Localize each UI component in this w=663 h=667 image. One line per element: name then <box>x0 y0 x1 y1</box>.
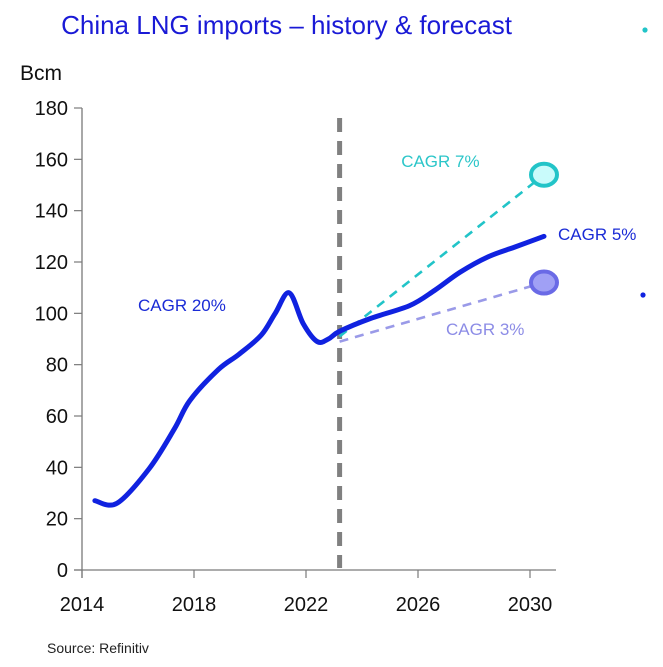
y-tick-label: 100 <box>35 303 68 325</box>
x-tick-label: 2014 <box>60 594 105 616</box>
source-note: Source: Refinitiv <box>47 640 149 656</box>
cagr-annotation: CAGR 20% <box>138 296 226 315</box>
cagr-annotation: CAGR 3% <box>446 320 524 339</box>
y-tick-label: 20 <box>46 509 68 531</box>
series-line-high-scenario <box>338 173 545 338</box>
cagr-annotation: CAGR 5% <box>558 225 636 244</box>
marker-low-2030 <box>529 269 559 296</box>
cagr-annotation: CAGR 7% <box>401 152 479 171</box>
x-tick-label: 2018 <box>172 594 217 616</box>
y-tick-label: 80 <box>46 355 68 377</box>
y-tick-label: 160 <box>35 149 68 171</box>
legend-dot-teal <box>642 27 648 33</box>
y-axis-label: Bcm <box>20 62 62 85</box>
y-tick-label: 60 <box>46 406 68 428</box>
chart-title: China LNG imports – history & forecast <box>61 10 512 40</box>
x-tick-label: 2022 <box>284 594 329 616</box>
y-tick-label: 40 <box>46 457 68 479</box>
y-tick-label: 0 <box>57 560 68 582</box>
series-line-low-scenario <box>339 281 545 343</box>
y-tick-label: 140 <box>35 201 68 223</box>
y-tick-label: 120 <box>35 252 68 274</box>
series-line-main <box>92 233 547 508</box>
legend-dot-blue <box>640 292 646 298</box>
marker-high-2030 <box>529 161 559 188</box>
x-tick-label: 2030 <box>508 594 553 616</box>
y-tick-label: 180 <box>35 98 68 120</box>
x-tick-label: 2026 <box>396 594 441 616</box>
